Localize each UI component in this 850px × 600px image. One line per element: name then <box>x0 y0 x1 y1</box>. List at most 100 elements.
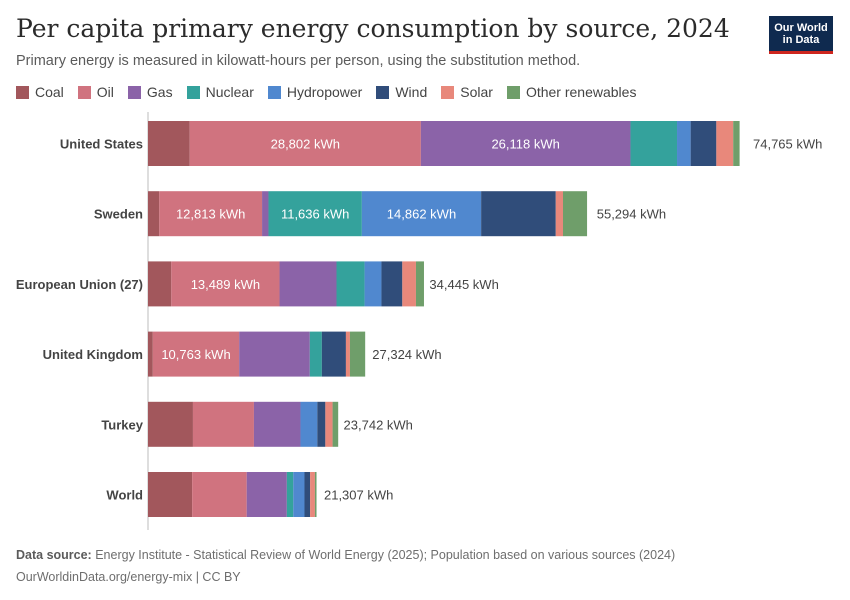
bar-segment-world-hydropower[interactable] <box>293 472 305 517</box>
bar-segment-sweden-solar[interactable] <box>555 191 563 237</box>
segment-value-label: 28,802 kWh <box>271 137 340 152</box>
legend: Coal Oil Gas Nuclear Hydropower Wind Solar Othe… <box>16 84 650 100</box>
bar-segment-united-states-oil[interactable] <box>189 121 421 166</box>
data-source-label: Data source: <box>16 548 92 562</box>
stacked-bar-chart: United States 28,802 kWh 26,118 kWh 74,765 … <box>16 112 822 530</box>
logo-line-2: in Data <box>782 33 820 46</box>
bar-segment-european-union-27-hydropower[interactable] <box>364 261 382 307</box>
legend-item-other-renewables[interactable]: Other renewables <box>506 84 637 100</box>
legend-label: Nuclear <box>205 84 254 100</box>
legend-swatch <box>267 85 281 99</box>
bar-segment-united-kingdom-gas[interactable] <box>239 331 310 377</box>
bar-segment-sweden-wind[interactable] <box>481 191 556 237</box>
bar-segment-united-states-nuclear[interactable] <box>630 121 678 166</box>
segment-value-label: 13,489 kWh <box>191 277 260 292</box>
bar-segment-united-states-wind[interactable] <box>690 121 717 166</box>
legend-swatch <box>441 85 455 99</box>
segment-value-label: 10,763 kWh <box>161 347 230 362</box>
bar-segment-sweden-gas[interactable] <box>262 191 269 237</box>
bar-segment-world-oil[interactable] <box>192 472 247 517</box>
legend-swatch <box>506 85 520 99</box>
legend-swatch <box>16 85 29 99</box>
legend-label: Wind <box>395 84 428 100</box>
legend-label: Oil <box>96 84 114 100</box>
bar-segment-world-nuclear[interactable] <box>286 472 294 517</box>
bar-segment-united-states-solar[interactable] <box>716 121 734 166</box>
bar-segment-united-kingdom-other-renewables[interactable] <box>349 331 366 377</box>
bar-segment-united-states-coal[interactable] <box>148 121 190 166</box>
legend-label: Solar <box>460 84 493 100</box>
data-source-line: Data source: Energy Institute - Statisti… <box>16 548 675 562</box>
bar-segment-european-union-27-oil[interactable] <box>171 261 280 307</box>
legend-label: Coal <box>35 84 64 100</box>
owid-logo[interactable]: Our World in Data <box>769 16 833 54</box>
data-source-text: Energy Institute - Statistical Review of… <box>95 548 676 562</box>
bar-segment-united-states-other-renewables[interactable] <box>733 121 740 166</box>
legend-swatch <box>77 85 91 99</box>
category-label-united-states: United States <box>60 137 143 152</box>
legend-label: Gas <box>146 84 173 100</box>
total-value-label-world: 21,307 kWh <box>324 488 393 503</box>
bar-segment-united-kingdom-coal[interactable] <box>148 331 153 377</box>
bar-segment-turkey-coal[interactable] <box>148 401 193 447</box>
bar-segment-sweden-coal[interactable] <box>148 191 160 237</box>
total-value-label-united-states: 74,765 kWh <box>753 137 822 152</box>
category-label-united-kingdom: United Kingdom <box>43 347 143 362</box>
category-label-sweden: Sweden <box>94 207 143 222</box>
bar-segment-european-union-27-gas[interactable] <box>279 261 337 307</box>
bar-segment-sweden-hydropower[interactable] <box>361 191 482 237</box>
bar-segment-turkey-hydropower[interactable] <box>300 401 318 447</box>
segment-value-label: 14,862 kWh <box>387 207 456 222</box>
bar-segment-world-gas[interactable] <box>246 472 287 517</box>
bar-segment-european-union-27-coal[interactable] <box>148 261 172 307</box>
bar-segment-world-wind[interactable] <box>304 472 311 517</box>
bar-segment-turkey-other-renewables[interactable] <box>332 401 339 447</box>
bar-segment-european-union-27-wind[interactable] <box>381 261 403 307</box>
bar-segment-turkey-oil[interactable] <box>192 401 254 447</box>
bar-segment-sweden-oil[interactable] <box>159 191 263 237</box>
legend-item-coal[interactable]: Coal <box>16 84 64 100</box>
legend-item-hydropower[interactable]: Hydropower <box>267 84 363 100</box>
bar-segment-world-solar[interactable] <box>310 472 315 517</box>
bar-segment-world-coal[interactable] <box>148 472 193 517</box>
bar-segment-united-kingdom-wind[interactable] <box>321 331 346 377</box>
bar-segment-sweden-other-renewables[interactable] <box>562 191 588 237</box>
url-license-line[interactable]: OurWorldinData.org/energy-mix | CC BY <box>16 570 241 584</box>
total-value-label-sweden: 55,294 kWh <box>597 207 666 222</box>
bar-segment-united-states-gas[interactable] <box>420 121 631 166</box>
legend-label: Hydropower <box>286 84 363 100</box>
chart-subtitle: Primary energy is measured in kilowatt-h… <box>16 53 581 69</box>
bar-segment-turkey-solar[interactable] <box>325 401 333 447</box>
logo-line-1: Our World <box>774 21 828 34</box>
legend-item-wind[interactable]: Wind <box>376 84 427 100</box>
bar-segment-sweden-nuclear[interactable] <box>268 191 362 237</box>
category-label-european-union-27: European Union (27) <box>16 277 143 292</box>
segment-value-label: 11,636 kWh <box>281 207 349 222</box>
legend-item-oil[interactable]: Oil <box>77 84 114 100</box>
legend-swatch <box>376 85 390 99</box>
bar-segment-european-union-27-other-renewables[interactable] <box>415 261 424 307</box>
total-value-label-united-kingdom: 27,324 kWh <box>372 347 441 362</box>
category-label-world: World <box>106 488 143 503</box>
bar-segment-world-other-renewables[interactable] <box>314 472 317 517</box>
segment-value-label: 26,118 kWh <box>491 137 559 152</box>
bar-segment-united-kingdom-nuclear[interactable] <box>309 331 322 377</box>
category-label-turkey: Turkey <box>101 417 143 432</box>
bar-segment-united-kingdom-solar[interactable] <box>345 331 350 377</box>
legend-item-gas[interactable]: Gas <box>127 84 173 100</box>
segment-value-label: 12,813 kWh <box>176 207 245 222</box>
legend-label: Other renewables <box>525 84 637 100</box>
legend-item-nuclear[interactable]: Nuclear <box>186 84 254 100</box>
bar-segment-turkey-wind[interactable] <box>317 401 326 447</box>
chart-title: Per capita primary energy consumption by… <box>16 14 730 43</box>
total-value-label-european-union-27: 34,445 kWh <box>429 277 498 292</box>
legend-item-solar[interactable]: Solar <box>441 84 493 100</box>
total-value-label-turkey: 23,742 kWh <box>344 417 413 432</box>
bar-segment-united-states-hydropower[interactable] <box>677 121 691 166</box>
bar-segment-united-kingdom-oil[interactable] <box>152 331 240 377</box>
bar-segment-european-union-27-nuclear[interactable] <box>336 261 365 307</box>
legend-swatch <box>186 85 200 99</box>
bar-segment-turkey-gas[interactable] <box>253 401 301 447</box>
bar-segment-european-union-27-solar[interactable] <box>402 261 416 307</box>
legend-swatch <box>127 85 141 99</box>
